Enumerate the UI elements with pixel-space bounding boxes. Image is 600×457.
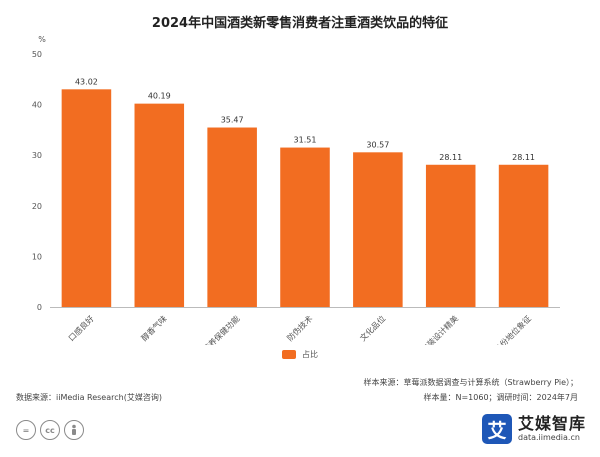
- data-label: 35.47: [221, 116, 244, 125]
- y-tick-label: 30: [32, 151, 42, 160]
- brand-logo: 艾 艾媒智库 data.iimedia.cn: [481, 414, 586, 444]
- x-tick-label: 口感良好: [66, 313, 96, 343]
- sample-info: 样本来源：草莓派数据调查与计算系统（Strawberry Pie）； 样本量：N…: [364, 375, 578, 405]
- y-tick-label: 50: [32, 50, 42, 59]
- y-tick-label: 10: [32, 252, 42, 261]
- data-label: 28.11: [512, 153, 535, 162]
- x-tick-label: 醇香气味: [139, 313, 169, 343]
- legend-swatch: [282, 350, 296, 359]
- bar: [61, 89, 112, 307]
- x-tick-label: 营养保健功能: [201, 313, 242, 345]
- legend: 占比: [0, 349, 600, 360]
- license-icons: = cc: [16, 420, 84, 440]
- chart-title: 2024年中国酒类新零售消费者注重酒类饮品的特征: [151, 16, 449, 31]
- y-axis-unit: %: [38, 35, 46, 44]
- data-label: 43.02: [75, 77, 98, 86]
- bar: [353, 152, 403, 307]
- bar-chart: % 0 10 20 30 40 50 43.02 口感良好 40.19 醇香气味 35.47 营养保健功…: [32, 35, 560, 345]
- bar: [207, 127, 257, 308]
- data-source: 数据来源：iiMedia Research(艾媒咨询): [16, 393, 162, 402]
- equals-icon: =: [16, 420, 36, 440]
- data-label: 28.11: [439, 153, 462, 162]
- sample-size: 样本量：N=1060；调研时间：2024年7月: [423, 393, 579, 402]
- person-icon: [64, 420, 84, 440]
- y-tick-label: 0: [37, 303, 42, 312]
- data-label: 40.19: [148, 92, 171, 101]
- x-tick-label: 身份地位象征: [492, 313, 533, 345]
- data-label: 30.57: [366, 140, 389, 149]
- brand-url: data.iimedia.cn: [517, 433, 580, 442]
- sample-source: 样本来源：草莓派数据调查与计算系统（Strawberry Pie）；: [363, 378, 578, 387]
- y-tick-label: 20: [32, 202, 42, 211]
- bar: [134, 103, 185, 307]
- bar: [280, 147, 330, 307]
- brand-logo-icon: 艾: [481, 414, 512, 444]
- bar: [498, 164, 549, 307]
- data-label: 31.51: [294, 136, 317, 145]
- x-tick-label: 包装设计精美: [419, 313, 460, 345]
- bar: [425, 164, 476, 307]
- x-tick-label: 防伪技术: [285, 313, 315, 343]
- brand-name: 艾媒智库: [517, 414, 586, 433]
- cc-icon: cc: [40, 420, 60, 440]
- legend-label: 占比: [302, 350, 318, 359]
- x-tick-label: 文化品位: [358, 313, 388, 343]
- y-tick-label: 40: [32, 101, 42, 110]
